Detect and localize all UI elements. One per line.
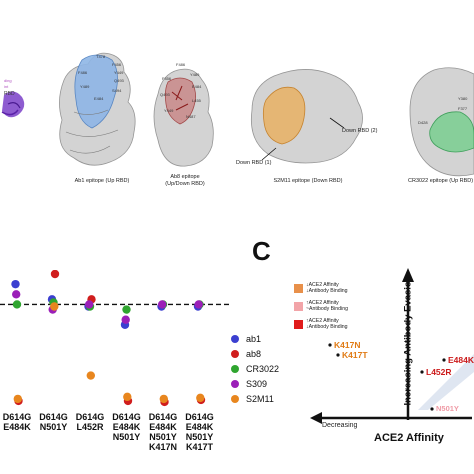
point-ab8-1 [50, 270, 60, 279]
cr3022-residue: Y380 [458, 96, 468, 101]
ab1-residue: Q493 [114, 78, 124, 83]
dot-k417t [336, 353, 340, 357]
legend-dot-cr3022 [231, 365, 239, 373]
ab8-caption-line2: (Up/Down RBD) [165, 181, 205, 187]
y-axis-label: Increasing Antibody Evasion [402, 275, 414, 406]
x-tick-label-4: D614G E484K N501Y K417N [148, 412, 178, 452]
cr3022-residue: F377 [458, 106, 468, 111]
key-swatch-orange [294, 284, 303, 293]
legend-dot-s2m11 [231, 395, 239, 403]
s2m11-structure [250, 69, 363, 164]
ab1-caption: Ab1 epitope (Up RBD) [74, 178, 130, 184]
key-entry-1: ↓ACE2 Affinity ↓Antibody Binding [306, 282, 348, 294]
point-s2m11-1 [50, 302, 59, 311]
partial-label-2: int [4, 84, 9, 89]
x-axis-arrow-left [310, 412, 322, 424]
x-tick-label-3: D614G E484K N501Y [112, 412, 141, 442]
key-entry-3: ↑ACE2 Affinity ↓Antibody Binding [306, 318, 348, 330]
key-swatch-red [294, 320, 303, 329]
ab1-residue: S494 [112, 88, 122, 93]
point-s2m11-3 [123, 392, 132, 402]
point-s309-5 [194, 300, 203, 309]
ab8-residue: E484 [192, 84, 202, 89]
evasion-wedge [418, 354, 474, 410]
ab8-caption-line1: Ab8 epitope [170, 174, 200, 180]
legend-label-s309: S309 [246, 379, 268, 389]
x-tick-label-5: D614G E484K N501Y K417T [185, 412, 214, 452]
legend-label-ab1: ab1 [246, 334, 262, 344]
s2m11-callout-down-rbd-2: Down RBD (2) [342, 128, 378, 134]
mutation-label-l452r: L452R [426, 367, 452, 377]
panel-c-axes [310, 268, 474, 424]
point-s2m11-2 [86, 371, 96, 380]
panel-b-scatter-chart [0, 270, 230, 407]
x-axis-decreasing: Decreasing [322, 422, 358, 429]
point-s2m11-5 [196, 393, 205, 403]
point-cr3022-3 [122, 305, 131, 314]
ab1-residue: T478 [96, 54, 106, 59]
ab1-residue: E484 [94, 96, 104, 101]
ab8-residue: Y449 [164, 108, 174, 113]
legend-label-ab8: ab8 [246, 349, 262, 359]
key-entry-2: ↑ACE2 Affinity ~Antibody Binding [306, 300, 348, 312]
panel-c-key: ↓ACE2 Affinity ↓Antibody Binding ↑ACE2 Af… [294, 282, 374, 342]
ab8-residue: Y489 [190, 72, 200, 77]
point-s309-2 [85, 300, 94, 309]
legend-dot-ab8 [231, 350, 239, 358]
dot-k417n [328, 343, 332, 347]
point-s309-0 [12, 290, 21, 299]
ab8-residue: Q493 [160, 92, 170, 97]
ab8-residue: F456 [162, 76, 172, 81]
dot-e484k [442, 358, 446, 362]
legend-label-s2m11: S2M11 [246, 394, 274, 404]
ab8-residue: N487 [186, 114, 196, 119]
x-tick-label-0: D614G E484K [2, 412, 32, 432]
x-tick-label-1: D614G N501Y [39, 412, 68, 432]
s2m11-caption: S2M11 epitope (Down RBD) [273, 178, 343, 184]
s2m11-callout-down-rbd-1: Down RBD (1) [236, 160, 272, 166]
ab1-residue: Y449 [114, 70, 124, 75]
point-cr3022-0 [12, 300, 22, 309]
dot-l452r [420, 370, 424, 374]
chart-legend: ab1 ab8 CR3022 S309 S2M11 [230, 334, 290, 414]
point-s2m11-0 [13, 394, 22, 404]
mutation-label-n501y: N501Y [436, 404, 459, 413]
cr3022-caption: CR3022 epitope (Up RBD) [408, 178, 474, 184]
ab8-structure [153, 68, 214, 167]
y-axis-arrow-head [402, 268, 414, 282]
x-tick-label-2: D614G L452R [75, 412, 105, 432]
x-axis-label: ACE2 Affinity [374, 432, 444, 444]
point-ab1-0 [11, 279, 20, 289]
partial-structure-left [1, 91, 25, 118]
key-swatch-pink [294, 302, 303, 311]
cr3022-structure [409, 67, 474, 177]
point-s2m11-4 [159, 394, 168, 404]
ab1-residue: F456 [112, 62, 122, 67]
partial-label-1: ding [4, 78, 12, 83]
legend-dot-s309 [231, 380, 239, 388]
mutation-label-k417t: K417T [342, 350, 368, 360]
dot-n501y [430, 407, 434, 411]
ab1-residue: Y489 [80, 84, 90, 89]
mutation-label-k417n: K417N [334, 340, 361, 350]
partial-label-3: RBD [4, 91, 15, 97]
panel-a-structures [1, 52, 474, 177]
point-s309-3 [121, 315, 130, 324]
ab1-residue: F486 [78, 70, 88, 75]
legend-label-cr3022: CR3022 [246, 364, 280, 374]
panel-c-letter: C [252, 236, 271, 266]
legend-dot-ab1 [231, 335, 239, 343]
ab1-structure [59, 52, 136, 166]
ab8-residue: F486 [176, 62, 186, 67]
mutation-label-e484k: E484K [448, 355, 474, 365]
point-s309-4 [158, 300, 167, 309]
cr3022-residue: D428 [418, 120, 428, 125]
ab8-residue: L455 [192, 98, 201, 103]
